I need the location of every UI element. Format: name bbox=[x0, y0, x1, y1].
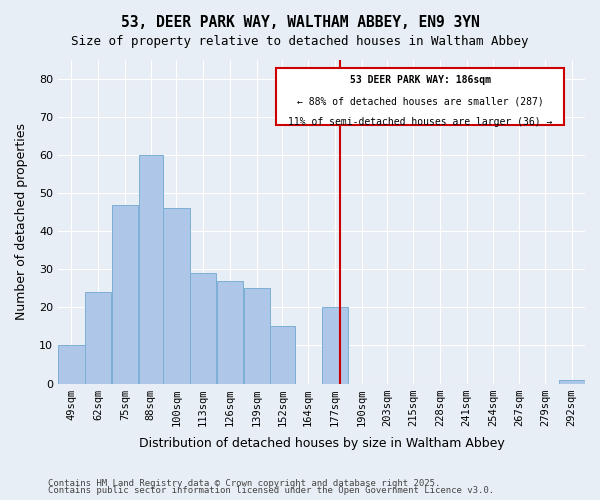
Bar bbox=[244, 288, 270, 384]
Bar bbox=[163, 208, 190, 384]
X-axis label: Distribution of detached houses by size in Waltham Abbey: Distribution of detached houses by size … bbox=[139, 437, 505, 450]
Text: 53, DEER PARK WAY, WALTHAM ABBEY, EN9 3YN: 53, DEER PARK WAY, WALTHAM ABBEY, EN9 3Y… bbox=[121, 15, 479, 30]
Text: 11% of semi-detached houses are larger (36) →: 11% of semi-detached houses are larger (… bbox=[288, 117, 553, 127]
Bar bbox=[58, 346, 85, 384]
Bar bbox=[190, 273, 217, 384]
Bar bbox=[112, 204, 138, 384]
Text: ← 88% of detached houses are smaller (287): ← 88% of detached houses are smaller (28… bbox=[297, 96, 544, 106]
Bar bbox=[559, 380, 585, 384]
FancyBboxPatch shape bbox=[276, 68, 565, 124]
Bar bbox=[139, 155, 163, 384]
Y-axis label: Number of detached properties: Number of detached properties bbox=[15, 124, 28, 320]
Bar bbox=[271, 326, 295, 384]
Bar bbox=[85, 292, 112, 384]
Text: Contains HM Land Registry data © Crown copyright and database right 2025.: Contains HM Land Registry data © Crown c… bbox=[48, 478, 440, 488]
Bar bbox=[217, 281, 243, 384]
Bar bbox=[322, 308, 348, 384]
Text: Size of property relative to detached houses in Waltham Abbey: Size of property relative to detached ho… bbox=[71, 35, 529, 48]
Text: 53 DEER PARK WAY: 186sqm: 53 DEER PARK WAY: 186sqm bbox=[350, 75, 491, 85]
Text: Contains public sector information licensed under the Open Government Licence v3: Contains public sector information licen… bbox=[48, 486, 494, 495]
